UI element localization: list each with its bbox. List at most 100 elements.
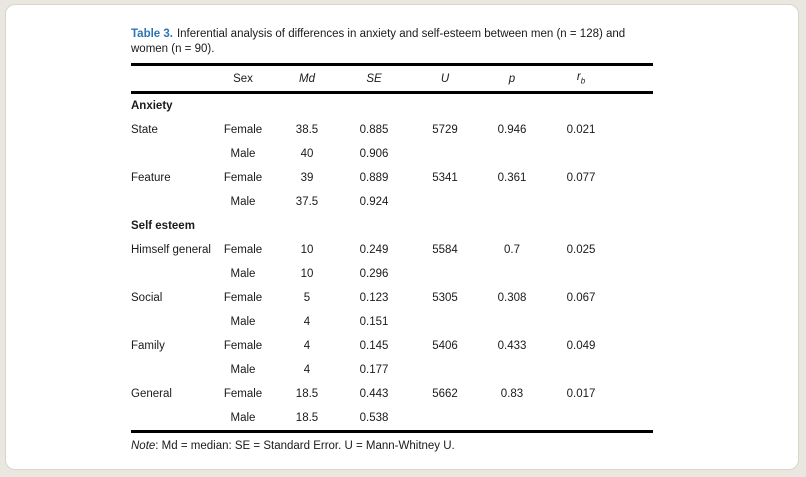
section-label: Self esteem [131, 220, 195, 232]
cell-md: 4 [303, 364, 311, 376]
paper-page-card: Table 3. Inferential analysis of differen… [5, 4, 799, 470]
cell-sex: Male [230, 148, 256, 160]
row-label: Himself general [131, 243, 211, 256]
cell-sex: Male [230, 364, 256, 376]
cell-md: 40 [300, 148, 314, 160]
cell-se: 0.538 [359, 412, 389, 424]
cell-u: 5341 [432, 172, 458, 184]
cell-u: 5406 [432, 340, 458, 352]
cell-rb [543, 310, 619, 334]
cell-md: 39 [300, 172, 314, 184]
cell-p: 0.83 [500, 388, 524, 400]
table-row: Feature Female 39 0.889 5341 0.361 0.077 [131, 166, 653, 190]
cell-u: 5662 [432, 388, 458, 400]
cell-md: 10 [300, 268, 314, 280]
cell-u [409, 310, 481, 334]
header-spacer [619, 65, 653, 93]
cell-md: 18.5 [295, 388, 319, 400]
header-p: p [508, 72, 516, 85]
cell-sex: Female [223, 388, 263, 400]
cell-se: 0.123 [359, 292, 389, 304]
cell-se: 0.145 [359, 340, 389, 352]
spacer-cell [619, 262, 653, 286]
cell-p [481, 190, 543, 214]
header-rb-base: r [576, 71, 581, 84]
table-block: Table 3. Inferential analysis of differen… [131, 27, 655, 452]
cell-sex: Female [223, 124, 263, 136]
cell-p [481, 406, 543, 432]
header-sex: Sex [233, 72, 253, 85]
row-label: State [131, 123, 158, 136]
section-row: Anxiety [131, 93, 653, 119]
cell-p: 0.946 [497, 124, 527, 136]
spacer-cell [619, 334, 653, 358]
cell-sex: Female [223, 172, 263, 184]
table-row: Male 4 0.177 [131, 358, 653, 382]
spacer-cell [619, 358, 653, 382]
cell-rb: 0.025 [566, 244, 596, 256]
spacer-cell [619, 118, 653, 142]
header-se: SE [366, 72, 382, 85]
cell-md: 5 [303, 292, 311, 304]
cell-sex: Male [230, 316, 256, 328]
spacer-cell [619, 406, 653, 432]
cell-sex: Male [230, 268, 256, 280]
row-label [131, 142, 211, 166]
cell-u [409, 262, 481, 286]
cell-rb [543, 142, 619, 166]
spacer-cell [619, 310, 653, 334]
cell-rb [543, 190, 619, 214]
spacer-cell [619, 166, 653, 190]
cell-se: 0.177 [359, 364, 389, 376]
spacer-cell [619, 382, 653, 406]
cell-se: 0.924 [359, 196, 389, 208]
cell-rb: 0.017 [566, 388, 596, 400]
cell-se: 0.151 [359, 316, 389, 328]
table-header: Sex Md SE U p rb [131, 65, 653, 93]
cell-se: 0.885 [359, 124, 389, 136]
table-row: Male 4 0.151 [131, 310, 653, 334]
row-label: Family [131, 339, 165, 352]
row-label [131, 310, 211, 334]
cell-u: 5305 [432, 292, 458, 304]
cell-sex: Male [230, 412, 256, 424]
cell-u [409, 142, 481, 166]
cell-sex: Female [223, 292, 263, 304]
cell-se: 0.906 [359, 148, 389, 160]
row-label [131, 358, 211, 382]
table-row: Himself general Female 10 0.249 5584 0.7 0.025 [131, 238, 653, 262]
cell-p: 0.308 [497, 292, 527, 304]
section-row: Self esteem [131, 214, 653, 238]
section-label: Anxiety [131, 100, 173, 112]
spacer-cell [619, 238, 653, 262]
header-row: Sex Md SE U p rb [131, 65, 653, 93]
header-md: Md [299, 72, 315, 85]
row-label: General [131, 387, 172, 400]
row-label: Social [131, 291, 163, 304]
cell-rb: 0.077 [566, 172, 596, 184]
cell-se: 0.296 [359, 268, 389, 280]
cell-p: 0.361 [497, 172, 527, 184]
cell-rb [543, 262, 619, 286]
cell-rb [543, 406, 619, 432]
table-row: Social Female 5 0.123 5305 0.308 0.067 [131, 286, 653, 310]
row-label [131, 190, 211, 214]
inferential-analysis-table: Sex Md SE U p rb Anxiety State Female 38.5 0… [131, 63, 653, 433]
cell-u: 5584 [432, 244, 458, 256]
table-caption: Inferential analysis of differences in a… [131, 28, 626, 55]
note-text: : Md = median: SE = Standard Error. U = … [155, 440, 455, 452]
table-number: Table 3. [131, 28, 173, 40]
cell-p: 0.433 [497, 340, 527, 352]
header-u: U [440, 72, 450, 85]
cell-u [409, 358, 481, 382]
cell-p: 0.7 [504, 244, 520, 256]
note-label: Note [131, 440, 156, 452]
cell-sex: Female [223, 244, 263, 256]
cell-md: 10 [300, 244, 314, 256]
header-label [131, 65, 211, 93]
spacer-cell [619, 142, 653, 166]
header-rb: rb [543, 65, 619, 93]
cell-se: 0.249 [359, 244, 389, 256]
cell-md: 37.5 [295, 196, 319, 208]
cell-p [481, 142, 543, 166]
